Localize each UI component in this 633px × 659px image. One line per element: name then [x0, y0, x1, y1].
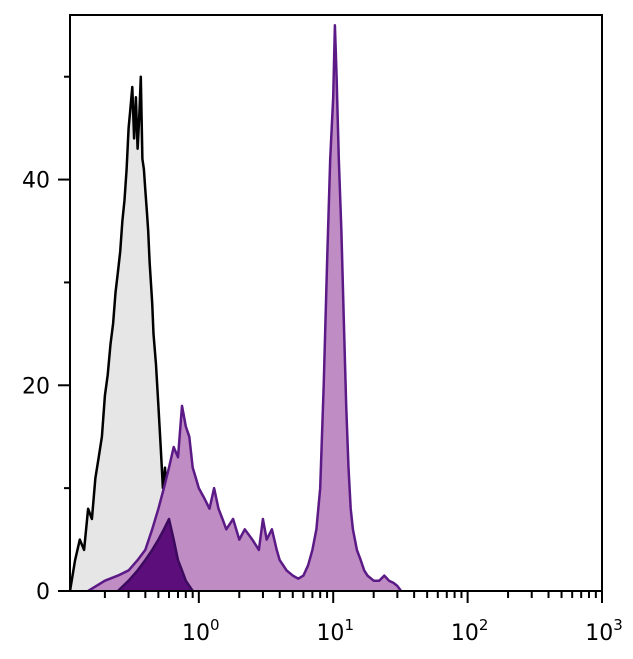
series-2-line — [117, 517, 194, 592]
axes-layer: 0 20 40 100 101 102 103 — [22, 75, 623, 646]
series-0-area — [70, 76, 199, 591]
series-1-area — [88, 25, 402, 592]
series-layer — [68, 24, 403, 593]
x-tick-label: 103 — [585, 616, 623, 646]
series-1-line — [87, 24, 403, 593]
y-tick-label: 40 — [22, 169, 50, 194]
x-tick-label: 102 — [451, 616, 489, 646]
plot-frame — [69, 14, 603, 592]
y-tick-label: 0 — [36, 580, 50, 605]
y-tick-label: 20 — [22, 374, 50, 399]
x-tick-label: 100 — [182, 616, 220, 646]
x-tick-label: 101 — [316, 616, 354, 646]
